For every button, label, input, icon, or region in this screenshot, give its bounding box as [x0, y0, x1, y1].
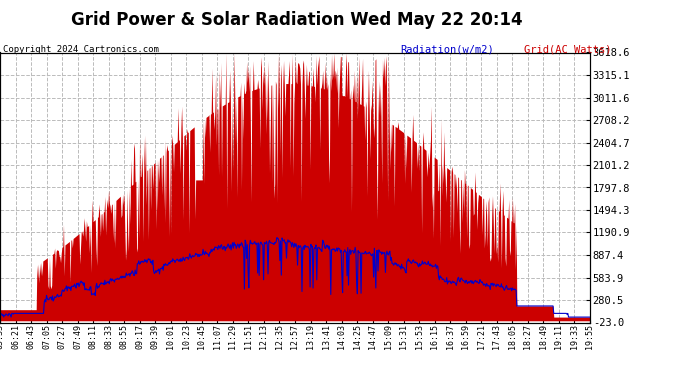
Text: Grid Power & Solar Radiation Wed May 22 20:14: Grid Power & Solar Radiation Wed May 22 … — [71, 11, 522, 29]
Text: Grid(AC Watts): Grid(AC Watts) — [524, 45, 612, 55]
Text: Radiation(w/m2): Radiation(w/m2) — [400, 45, 494, 55]
Text: Copyright 2024 Cartronics.com: Copyright 2024 Cartronics.com — [3, 45, 159, 54]
